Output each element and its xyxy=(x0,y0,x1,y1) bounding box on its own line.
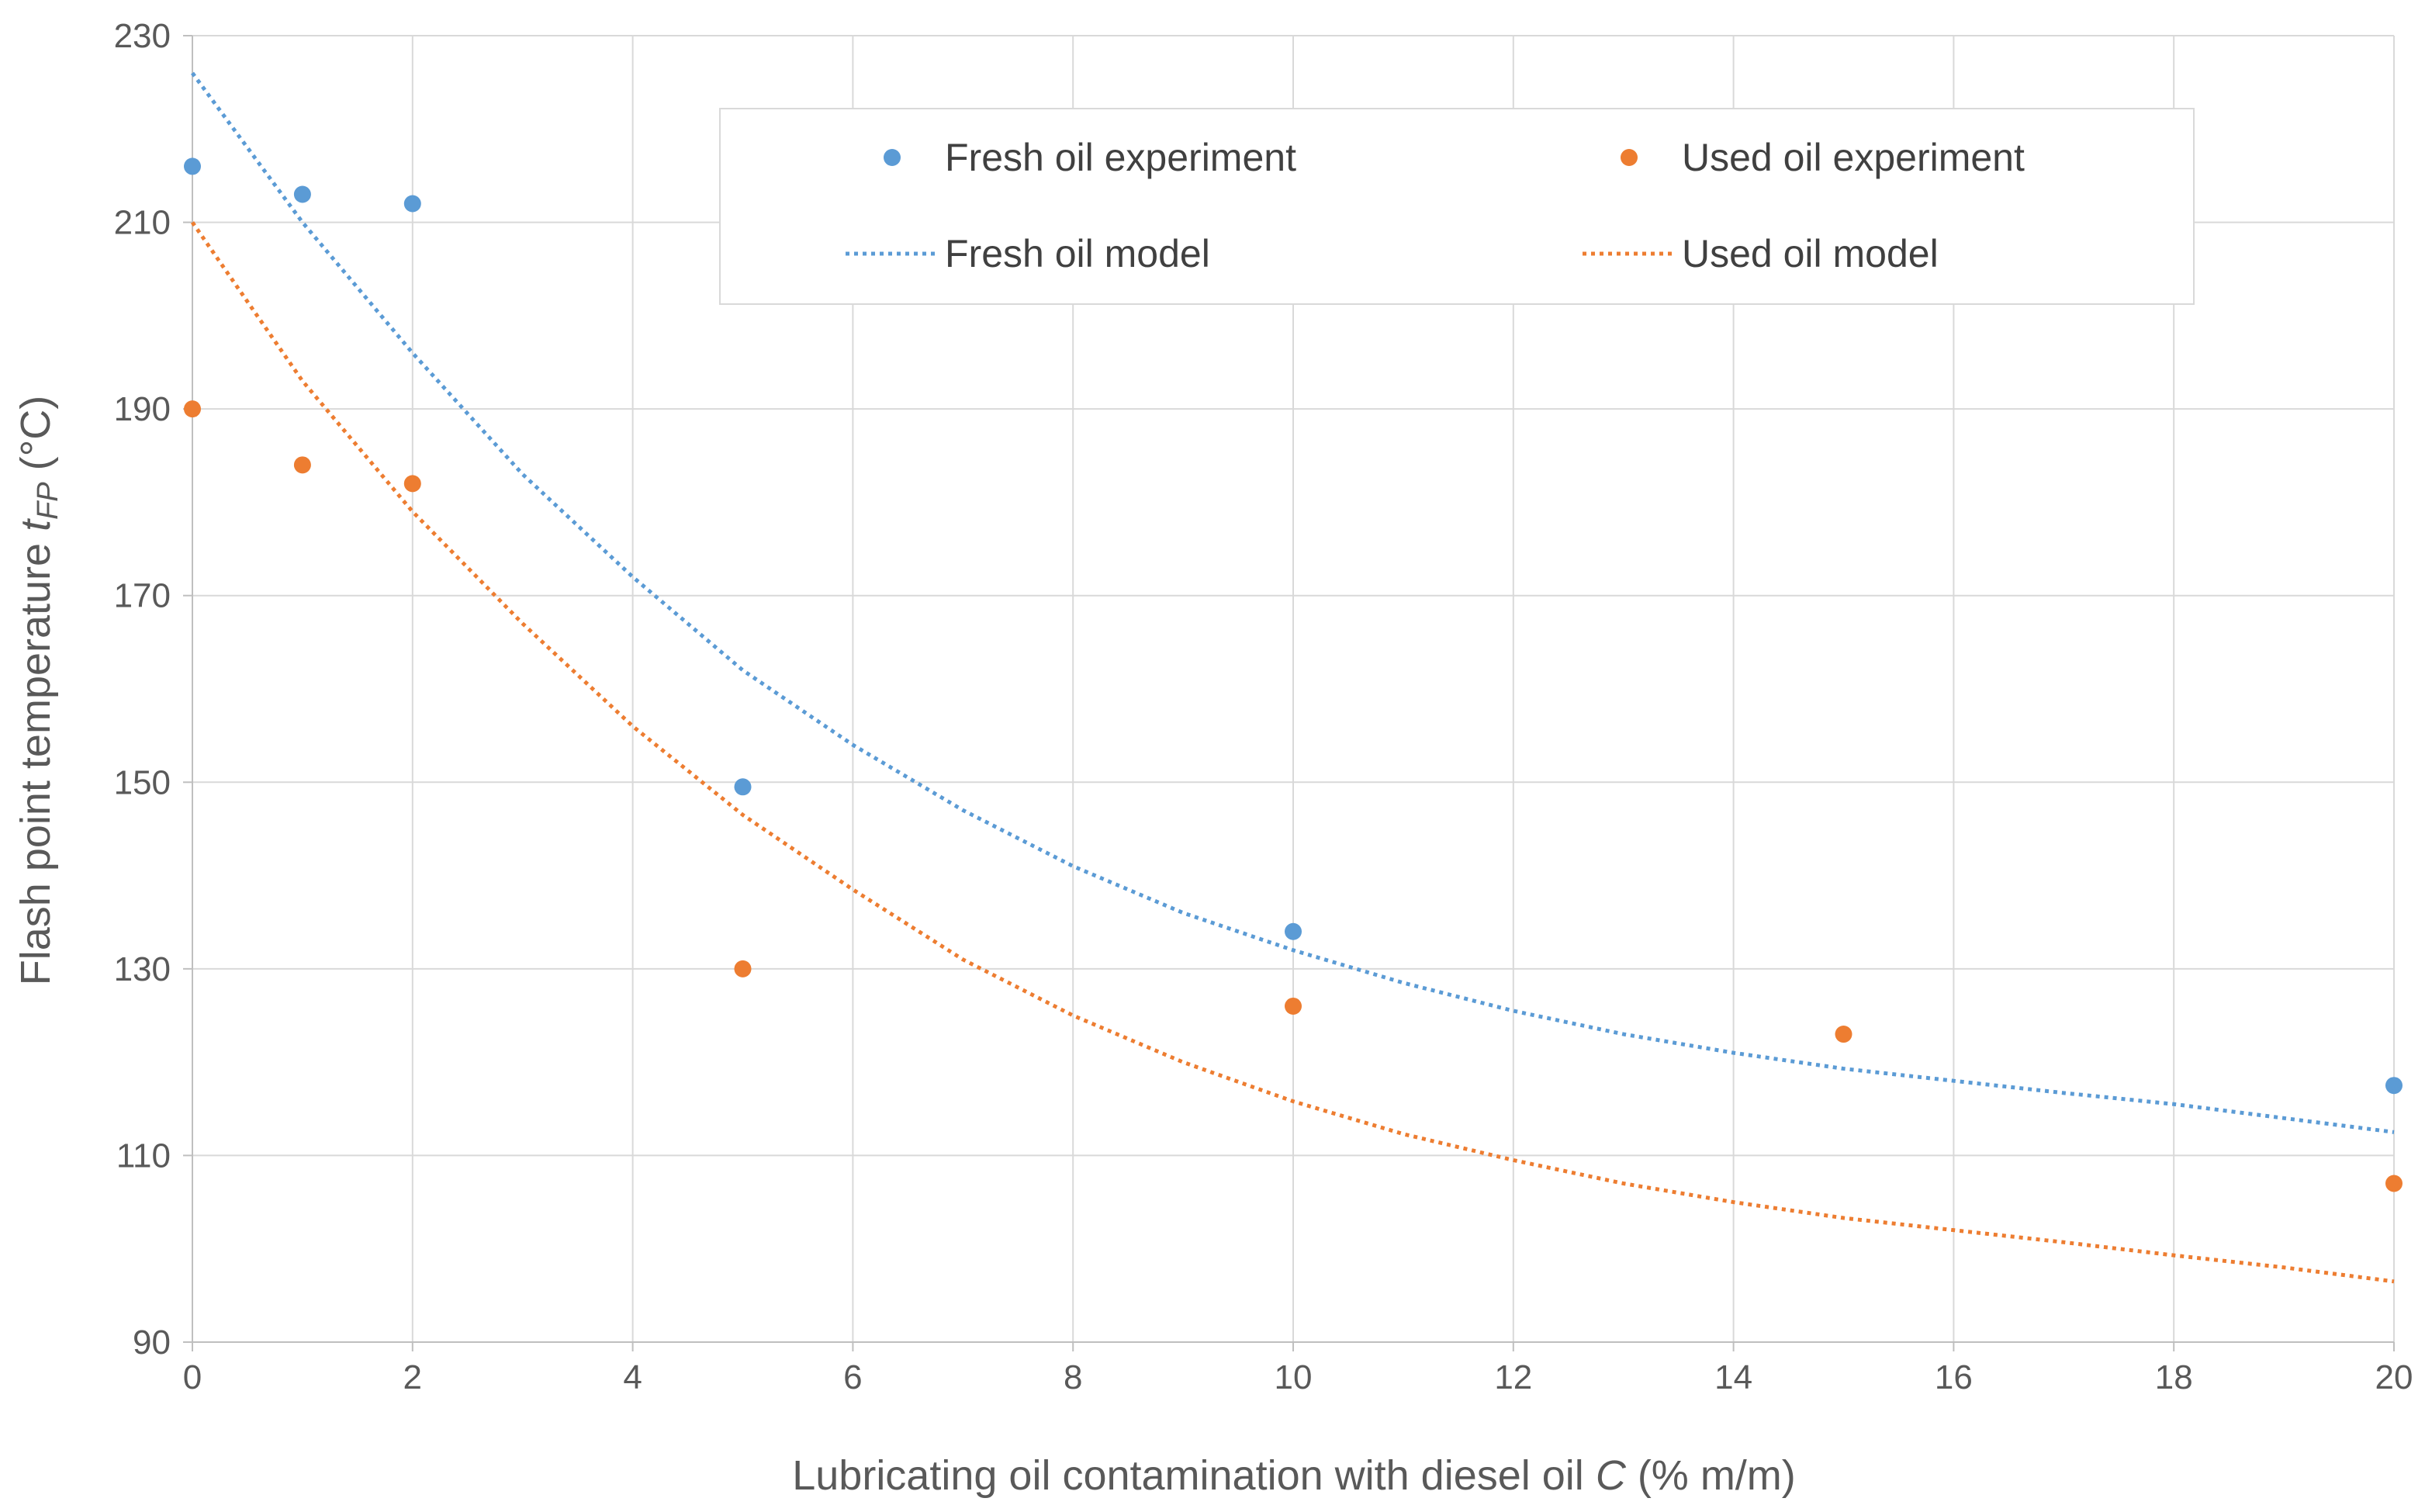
used-oil-experiment-point-5 xyxy=(1835,1026,1852,1043)
x-axis-title: Lubricating oil contamination with diese… xyxy=(792,1452,1796,1499)
x-axis-ticks: 0 2 4 6 8 10 12 14 16 18 20 xyxy=(183,1342,2413,1396)
x-tick-label-16: 16 xyxy=(1935,1358,1973,1396)
x-tick-label-20: 20 xyxy=(2375,1358,2413,1396)
y-tick-label-170: 170 xyxy=(114,577,171,615)
y-tick-label-110: 110 xyxy=(116,1137,171,1175)
y-axis-title: Flash point temperature tFP (°C) xyxy=(12,396,64,985)
x-tick-label-12: 12 xyxy=(1494,1358,1532,1396)
y-tick-label-150: 150 xyxy=(114,763,171,801)
used-oil-model-line xyxy=(190,221,2395,1284)
legend-used-model-label: Used oil model xyxy=(1682,232,1939,275)
used-oil-experiment-point-0 xyxy=(184,400,201,418)
legend-used-experiment-marker xyxy=(1621,149,1638,166)
x-tick-label-0: 0 xyxy=(183,1358,202,1396)
legend-box xyxy=(719,108,2195,305)
y-tick-label-90: 90 xyxy=(133,1323,171,1361)
fresh-oil-model-line xyxy=(190,71,2395,1134)
used-oil-experiment-point-3 xyxy=(734,960,752,977)
legend: Fresh oil experiment Used oil experiment… xyxy=(719,108,2195,305)
fresh-oil-experiment-point-4 xyxy=(1285,922,1302,940)
used-oil-experiment-point-6 xyxy=(2385,1175,2403,1192)
x-tick-label-18: 18 xyxy=(2155,1358,2193,1396)
fresh-oil-experiment-point-5 xyxy=(2385,1077,2403,1095)
legend-fresh-model-label: Fresh oil model xyxy=(945,232,1210,275)
fresh-oil-experiment-point-0 xyxy=(184,157,201,175)
y-axis-ticks: 90 110 130 150 170 190 210 230 xyxy=(114,17,192,1361)
y-tick-label-230: 230 xyxy=(114,17,171,55)
y-tick-label-130: 130 xyxy=(114,950,171,988)
fresh-oil-experiment-point-2 xyxy=(403,195,421,213)
y-tick-label-190: 190 xyxy=(114,390,171,428)
fresh-oil-experiment-point-3 xyxy=(734,778,752,796)
legend-fresh-experiment-marker xyxy=(884,149,901,166)
x-tick-label-4: 4 xyxy=(623,1358,642,1396)
plot-area xyxy=(184,71,2403,1284)
used-oil-experiment-point-2 xyxy=(403,475,421,493)
y-tick-label-210: 210 xyxy=(114,204,171,242)
x-tick-label-14: 14 xyxy=(1714,1358,1752,1396)
legend-used-experiment-label: Used oil experiment xyxy=(1682,136,2025,179)
x-tick-label-8: 8 xyxy=(1064,1358,1082,1396)
used-oil-experiment-point-1 xyxy=(293,456,311,474)
grid-lines xyxy=(192,35,2395,1342)
legend-fresh-experiment-label: Fresh oil experiment xyxy=(945,136,1296,179)
fresh-oil-experiment-point-1 xyxy=(293,185,311,203)
x-tick-label-2: 2 xyxy=(403,1358,422,1396)
used-oil-experiment-point-4 xyxy=(1285,997,1302,1015)
x-tick-label-10: 10 xyxy=(1275,1358,1313,1396)
x-tick-label-6: 6 xyxy=(843,1358,862,1396)
